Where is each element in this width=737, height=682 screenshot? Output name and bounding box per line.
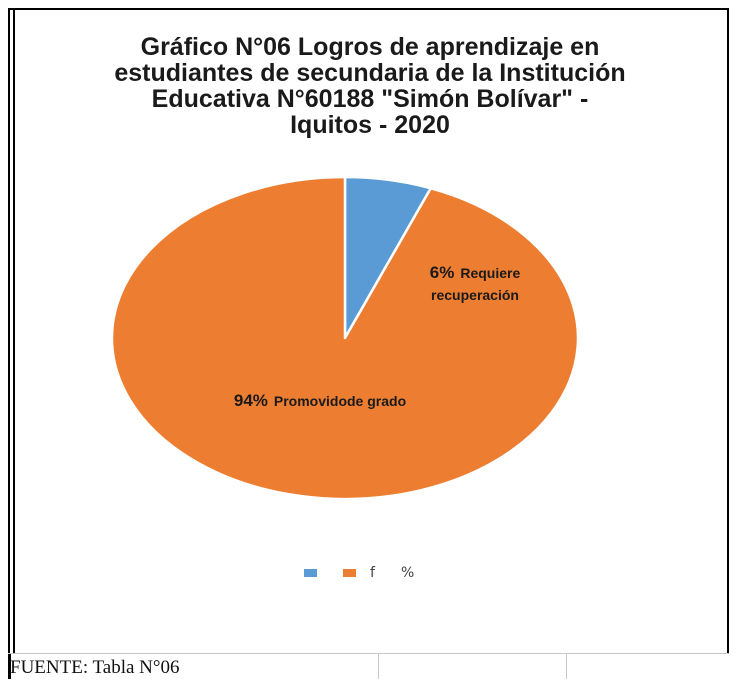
slice-percent: 94%	[234, 391, 268, 410]
legend-label-f: f	[370, 565, 375, 581]
legend-swatch-f-blue	[304, 569, 317, 577]
frame-top-border	[8, 8, 729, 10]
source-left-bar	[8, 654, 11, 679]
table-cell-divider	[566, 654, 567, 679]
pie-slices	[110, 175, 580, 501]
chart-title-line: Educativa N°60188 "Simón Bolívar" -	[151, 85, 589, 113]
slice-label-recuperacion-line2: recuperación	[431, 287, 519, 303]
frame-left-border	[8, 8, 10, 678]
chart-title-line: estudiantes de secundaria de la Instituc…	[114, 59, 626, 87]
source-note: FUENTE: Tabla N°06	[10, 657, 180, 678]
legend-label-percent: %	[400, 565, 415, 581]
slice-percent: 6%	[430, 263, 455, 282]
slice-name: Promovidode grado	[274, 393, 406, 409]
chart-title-line: Iquitos - 2020	[290, 111, 450, 139]
chart-legend: f %	[304, 564, 414, 582]
pie-labels: 6% Requiere recuperación 94% Promovidode g…	[234, 263, 521, 410]
frame-left-inner-border	[13, 8, 15, 653]
legend-swatch-orange	[343, 569, 356, 577]
frame-right-border	[727, 8, 729, 653]
table-cell-divider	[378, 654, 379, 679]
pie-slice-promovido-de-grado	[110, 175, 580, 501]
chart-title-line: Gráfico N°06 Logros de aprendizaje en	[140, 33, 600, 61]
slice-label-promovido: 94% Promovidode grado	[234, 391, 406, 410]
chart-title: Gráfico N°06 Logros de aprendizaje en es…	[20, 34, 720, 138]
slice-label-recuperacion: 6% Requiere	[430, 263, 521, 282]
source-table-row: FUENTE: Tabla N°06	[8, 653, 729, 679]
slice-name: Requiere	[460, 265, 520, 281]
